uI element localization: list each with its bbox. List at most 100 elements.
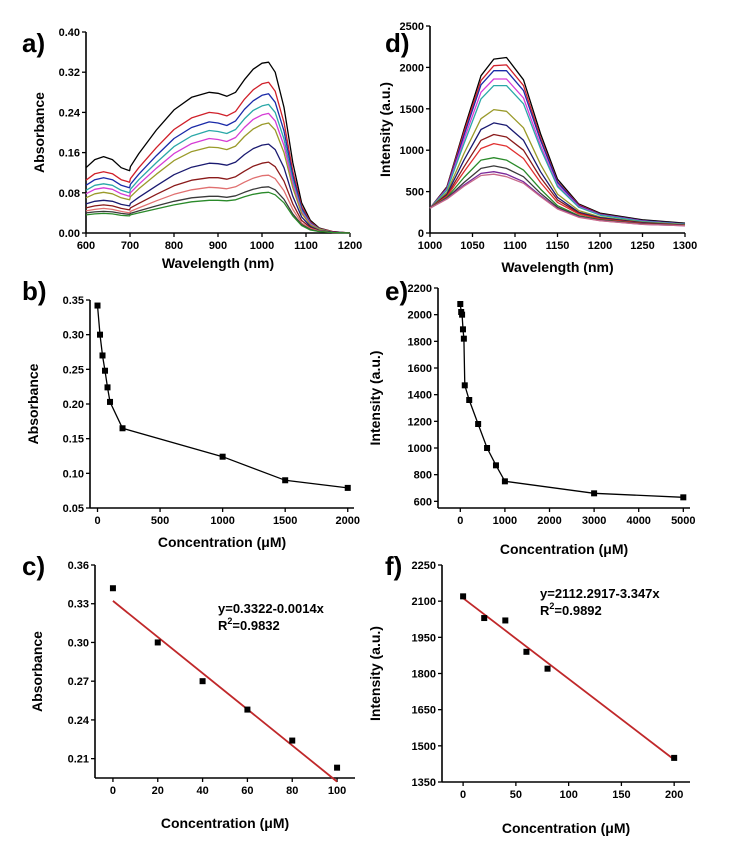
y-tick-label: 600 [414, 496, 432, 508]
fit-equation: y=0.3322-0.0014x [218, 601, 325, 616]
series-line-s9 [429, 142, 686, 227]
series-line-s3 [429, 70, 686, 225]
data-point [481, 615, 488, 622]
x-tick-label: 1150 [546, 240, 570, 252]
x-tick-label: 50 [510, 789, 522, 801]
data-point [466, 397, 473, 403]
y-tick-label: 0.30 [68, 637, 89, 649]
series-line-s5 [85, 112, 351, 234]
panel-d: d) 1000 1050 1100 1150 1200 1250 1300 0 500 1000 15… [377, 21, 697, 275]
y-axis-title: Intensity (a.u.) [377, 82, 393, 177]
panel-label: a) [22, 28, 45, 58]
x-tick-label: 0 [110, 785, 116, 797]
series-line-s7 [85, 143, 351, 234]
y-tick-label: 0 [418, 228, 424, 240]
x-tick-label: 2000 [537, 515, 561, 527]
data-point [219, 453, 226, 460]
x-tick-label: 5000 [671, 515, 695, 527]
r-squared-letter: R [540, 603, 550, 618]
data-point [459, 326, 466, 333]
data-point [460, 335, 467, 342]
series-line-s10 [85, 186, 351, 234]
panel-label: f) [385, 551, 402, 581]
series-line-s3 [85, 93, 351, 234]
r-squared-letter: R [218, 618, 228, 633]
panel-a: a) 600 700 800 900 1000 1100 1200 0.00 0.08 0.16 0.… [22, 27, 362, 271]
panel-label: d) [385, 28, 410, 58]
data-point [109, 585, 116, 592]
y-tick-label: 2250 [412, 560, 436, 572]
data-point [289, 737, 296, 744]
y-tick-label: 0.35 [63, 295, 84, 307]
x-tick-label: 0 [94, 515, 100, 527]
y-tick-label: 0.27 [68, 676, 89, 688]
x-axis-title: Concentration (μM) [161, 815, 289, 831]
y-axis-title: Intensity (a.u.) [367, 351, 383, 446]
x-tick-label: 80 [286, 785, 298, 797]
x-tick-label: 1050 [460, 240, 484, 252]
x-axis-title: Concentration (μM) [502, 820, 630, 836]
series-line-s6 [429, 108, 686, 226]
series-line-s11 [429, 165, 686, 227]
y-tick-label: 2200 [408, 283, 432, 295]
y-tick-label: 0.05 [63, 503, 84, 515]
y-axis-title: Intensity (a.u.) [367, 626, 383, 721]
data-point [344, 484, 351, 491]
x-tick-label: 600 [77, 240, 95, 252]
y-tick-label: 2000 [400, 62, 424, 74]
y-tick-label: 0.08 [59, 188, 80, 200]
fit-line [112, 600, 338, 783]
data-point [154, 639, 161, 646]
fit-r-squared: R2=0.9892 [540, 601, 602, 618]
series-line-s4 [85, 103, 351, 234]
r-squared-value: =0.9892 [554, 603, 601, 618]
x-tick-label: 1300 [673, 240, 697, 252]
data-point [501, 478, 508, 485]
x-tick-label: 20 [152, 785, 164, 797]
series-line-s6 [85, 122, 351, 234]
data-point [591, 490, 598, 497]
y-tick-label: 1000 [408, 443, 432, 455]
data-point [244, 706, 251, 713]
data-line [96, 305, 348, 489]
x-tick-label: 1000 [250, 240, 274, 252]
data-point [460, 593, 467, 600]
series-line-s9 [85, 174, 351, 234]
data-point [671, 754, 678, 761]
series-line-s1 [85, 61, 351, 234]
x-tick-label: 900 [209, 240, 227, 252]
data-point [544, 665, 551, 672]
x-tick-label: 200 [665, 789, 683, 801]
x-tick-label: 60 [241, 785, 253, 797]
data-point [461, 382, 468, 389]
data-point [492, 462, 499, 469]
r-squared-superscript: 2 [549, 601, 554, 611]
series-line-s5 [429, 84, 686, 225]
r-squared-superscript: 2 [227, 616, 232, 626]
x-tick-label: 700 [121, 240, 139, 252]
data-point [457, 301, 464, 307]
panel-c: c) 0 20 40 60 80 100 0.21 0.24 0.27 0.30 0.33 0.36 Co… [22, 551, 355, 831]
fit-equation: y=2112.2917-3.347x [540, 586, 660, 601]
x-axis-title: Wavelength (nm) [501, 259, 613, 275]
series-line-s10 [429, 157, 686, 227]
data-point [107, 398, 114, 405]
y-tick-label: 0.00 [59, 228, 80, 240]
x-tick-label: 0 [460, 789, 466, 801]
x-tick-label: 1200 [588, 240, 612, 252]
x-tick-label: 1500 [273, 515, 297, 527]
y-tick-label: 1500 [400, 104, 424, 116]
x-tick-label: 150 [612, 789, 630, 801]
y-tick-label: 0.10 [63, 468, 84, 480]
r-squared-value: =0.9832 [232, 618, 279, 633]
panel-b: b) 0 500 1000 1500 2000 0.05 0.10 0.15 0.20 0.25 0.… [22, 276, 360, 550]
x-tick-label: 3000 [582, 515, 606, 527]
series-line-s1 [429, 56, 686, 224]
y-tick-label: 1800 [408, 336, 432, 348]
x-tick-label: 1100 [503, 240, 527, 252]
series-line-s11 [85, 191, 351, 234]
panel-label: e) [385, 276, 408, 306]
data-point [502, 617, 509, 624]
data-point [334, 764, 341, 771]
